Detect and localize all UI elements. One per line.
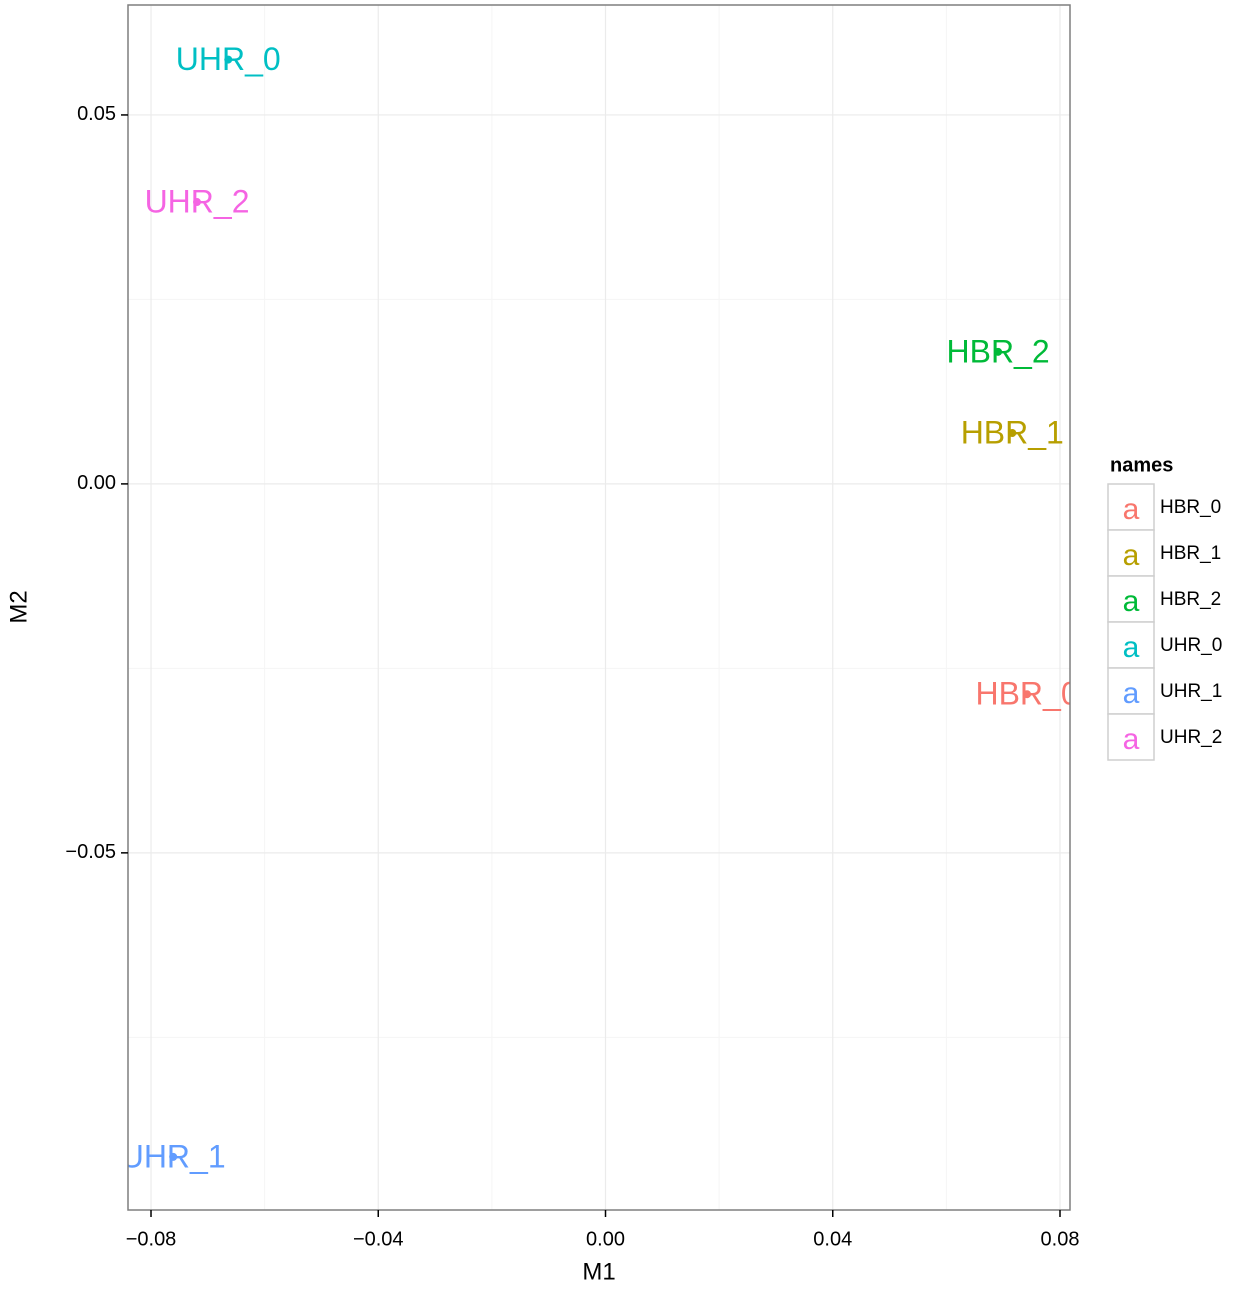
- legend-label: UHR_1: [1160, 681, 1222, 702]
- legend-glyph: a: [1123, 723, 1140, 756]
- point: [224, 55, 233, 64]
- legend-glyph: a: [1123, 585, 1140, 618]
- plot-area: HBR_0 HBR_1 HBR_2 UHR_0 UHR_1 UHR_2: [121, 41, 1078, 1174]
- y-tick-label: 0.05: [77, 103, 116, 125]
- panel-background: [128, 5, 1070, 1210]
- y-tick-label: −0.05: [65, 841, 116, 863]
- point: [1008, 428, 1017, 437]
- panel-border: [127, 4, 1071, 1211]
- point-label: HBR_0: [975, 676, 1078, 712]
- y-tick-label: 0.00: [77, 472, 116, 494]
- legend-key: [1107, 575, 1155, 623]
- x-tick-label: 0.00: [586, 1228, 625, 1250]
- point-label: UHR_2: [145, 183, 250, 219]
- point-label: HBR_2: [946, 333, 1049, 369]
- legend-label: HBR_1: [1160, 543, 1221, 564]
- x-tick-label: 0.08: [1041, 1228, 1080, 1250]
- point-label: UHR_0: [176, 41, 281, 77]
- legend-title: names: [1110, 454, 1173, 476]
- legend-glyph: a: [1123, 677, 1140, 710]
- x-tick-label: 0.04: [813, 1228, 852, 1250]
- legend-glyph: a: [1123, 493, 1140, 526]
- legend-label: UHR_2: [1160, 727, 1222, 748]
- legend-key: [1107, 713, 1155, 761]
- legend-label: HBR_2: [1160, 589, 1221, 610]
- legend-label: UHR_0: [1160, 635, 1222, 656]
- axes: −0.08 −0.04 0.00 0.04 0.08 −0.05 0.00 0.05: [65, 103, 1079, 1250]
- legend-glyph: a: [1123, 539, 1140, 572]
- y-axis-title: M2: [5, 590, 32, 623]
- legend-key: [1107, 621, 1155, 669]
- point: [1023, 690, 1032, 699]
- point: [169, 1152, 178, 1161]
- legend: a HBR_0a HBR_1a HBR_2a UHR_0a UHR_1a UHR_2: [1107, 483, 1222, 761]
- legend-label: HBR_0: [1160, 497, 1221, 518]
- point-label: HBR_1: [961, 414, 1064, 450]
- x-axis-title: M1: [582, 1258, 615, 1285]
- legend-key: [1107, 667, 1155, 715]
- x-tick-label: −0.04: [353, 1228, 404, 1250]
- point-label: UHR_1: [121, 1138, 226, 1174]
- legend-key: [1107, 529, 1155, 577]
- legend-glyph: a: [1123, 631, 1140, 664]
- point: [994, 347, 1003, 356]
- x-tick-label: −0.08: [126, 1228, 177, 1250]
- legend-key: [1107, 483, 1155, 531]
- point: [193, 198, 202, 207]
- grid: [128, 5, 1070, 1210]
